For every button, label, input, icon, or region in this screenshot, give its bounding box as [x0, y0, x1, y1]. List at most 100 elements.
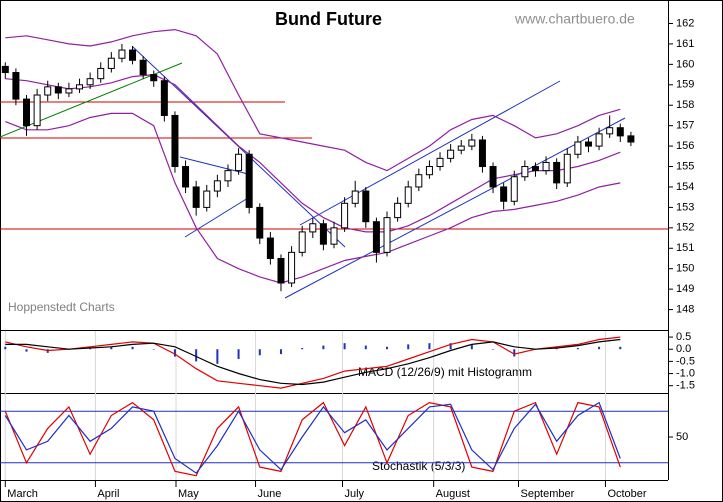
candle-body: [394, 202, 402, 219]
candle-body: [468, 139, 476, 147]
candle-body: [404, 186, 412, 204]
candle-body: [330, 227, 338, 245]
candle-body: [447, 149, 455, 159]
candle-body: [245, 153, 253, 208]
y-tick-label: 150: [676, 263, 694, 275]
candle-body: [97, 67, 105, 80]
candle-body: [362, 190, 370, 223]
candle-body: [12, 72, 20, 100]
trend-line: [179, 156, 249, 175]
x-tick-label: June: [258, 488, 282, 500]
histogram-bar: [449, 343, 452, 350]
x-tick-label: September: [520, 488, 574, 500]
candle-body: [298, 231, 306, 253]
histogram-bar: [279, 349, 282, 355]
candle-body: [606, 127, 614, 135]
candle-body: [150, 74, 158, 82]
candle-body: [118, 49, 126, 59]
candle-body: [213, 180, 221, 192]
candle-body: [415, 174, 423, 188]
histogram-bar: [364, 345, 367, 350]
source-url: www.chartbuero.de: [514, 11, 635, 27]
indicator-label: MACD (12/26/9) mit Histogramm: [358, 365, 532, 379]
histogram-bar: [173, 349, 176, 357]
histogram-bar: [89, 348, 92, 350]
x-tick-label: August: [436, 488, 470, 500]
candle-body: [383, 217, 391, 253]
candle-body: [436, 157, 444, 168]
series-line: [5, 73, 621, 233]
candle-body: [489, 166, 497, 188]
candle-body: [500, 186, 508, 202]
histogram-bar: [386, 346, 389, 350]
y-tick-label: 155: [676, 160, 694, 172]
histogram-bar: [110, 346, 113, 350]
candle-body: [584, 141, 592, 147]
histogram-bar: [619, 346, 622, 350]
candle-body: [478, 139, 486, 168]
histogram-bar: [576, 348, 579, 350]
histogram-bar: [492, 349, 495, 350]
series-line: [5, 336, 621, 389]
candle-body: [44, 86, 52, 96]
candle-body: [277, 257, 285, 284]
x-tick-label: March: [7, 488, 38, 500]
y-tick-label: -1.0: [676, 367, 695, 379]
y-tick-label: 50: [676, 431, 688, 443]
histogram-bar: [258, 349, 261, 356]
chart-title: Bund Future: [275, 9, 382, 29]
series-line: [5, 28, 621, 172]
candle-body: [266, 237, 274, 259]
x-tick-label: May: [178, 488, 199, 500]
y-tick-label: 159: [676, 79, 694, 91]
candle-body: [309, 223, 317, 233]
series-line: [4, 401, 621, 474]
candle-body: [192, 186, 200, 208]
candle-body: [531, 166, 539, 172]
histogram-bar: [131, 346, 134, 350]
trend-line: [284, 117, 626, 299]
y-tick-label: 149: [676, 283, 694, 295]
histogram-bar: [25, 349, 28, 352]
histogram-bar: [470, 344, 473, 350]
candle-body: [341, 202, 349, 229]
candle-body: [65, 88, 73, 94]
candle-body: [372, 221, 380, 253]
candle-body: [574, 141, 582, 155]
candle-body: [288, 251, 296, 284]
candle-body: [203, 190, 211, 208]
candle-body: [521, 166, 529, 178]
x-tick-label: October: [607, 488, 646, 500]
histogram-bar: [598, 346, 601, 350]
y-tick-label: 0.0: [676, 343, 691, 355]
candle-body: [160, 80, 168, 116]
candle-body: [139, 59, 147, 76]
y-tick-label: 154: [676, 181, 694, 193]
candle-body: [595, 133, 603, 147]
candle-body: [563, 153, 571, 184]
candle-body: [76, 84, 84, 90]
y-tick-label: -0.5: [676, 355, 695, 367]
candle-body: [553, 161, 561, 184]
histogram-bar: [301, 348, 304, 350]
histogram-bar: [343, 343, 346, 350]
x-tick-label: July: [344, 488, 364, 500]
x-tick-label: April: [97, 488, 119, 500]
y-tick-label: 153: [676, 201, 694, 213]
histogram-bar: [237, 349, 240, 359]
histogram-bar: [513, 349, 516, 357]
y-tick-label: -1.5: [676, 380, 695, 392]
candle-body: [457, 145, 465, 151]
candle-body: [256, 206, 264, 239]
candle-body: [235, 153, 243, 172]
y-tick-label: 148: [676, 303, 694, 315]
candle-body: [351, 190, 359, 204]
candle-body: [107, 57, 115, 69]
y-tick-label: 152: [676, 222, 694, 234]
candle-body: [86, 78, 94, 86]
candle-body: [23, 98, 31, 127]
candle-body: [54, 86, 62, 94]
candle-body: [425, 166, 433, 176]
